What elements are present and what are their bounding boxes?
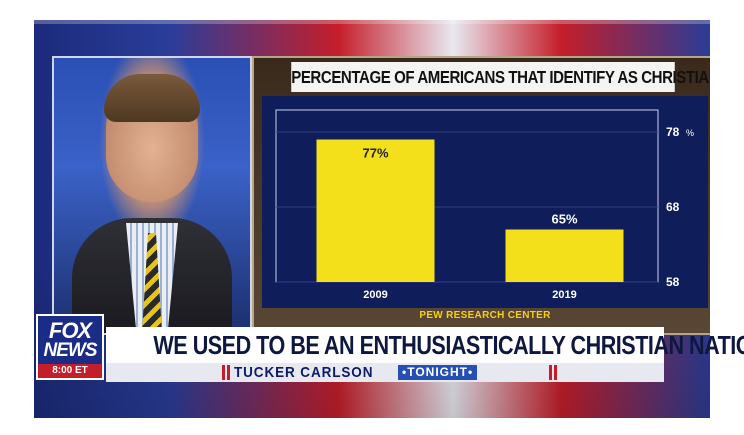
chart-plot-area: 58 68 78% 77% 2009 65% 2019 — [262, 96, 708, 308]
x-tick-label: 2009 — [363, 289, 387, 301]
background-stripe — [34, 20, 710, 24]
chart-source: PEW RESEARCH CENTER — [419, 310, 551, 321]
chart-panel: PERCENTAGE OF AMERICANS THAT IDENTIFY AS… — [252, 56, 710, 335]
show-name: TUCKER CARLSON — [234, 364, 374, 381]
logo-time-slot: 8:00 ET — [38, 364, 102, 378]
bar-chart: 58 68 78 % 77% 2009 65% 2019 — [275, 109, 694, 301]
show-tag: •TONIGHT• — [398, 365, 478, 380]
logo-news-text: NEWS — [43, 340, 98, 361]
show-bar-accent-left — [222, 365, 225, 380]
fox-news-logo: FOX NEWS 8:00 ET — [36, 314, 104, 380]
anchor-hair — [104, 74, 200, 122]
bar — [316, 139, 435, 282]
headline-bar: WE USED TO BE AN ENTHUSIASTICALLY CHRIST… — [106, 327, 744, 363]
headline-text: WE USED TO BE AN ENTHUSIASTICALLY CHRIST… — [153, 330, 744, 360]
chart-title: PERCENTAGE OF AMERICANS THAT IDENTIFY AS… — [291, 62, 710, 92]
bar-data-label: 77% — [362, 146, 388, 161]
show-bar-accent-left — [227, 365, 230, 380]
bar — [505, 229, 624, 282]
broadcast-frame: PERCENTAGE OF AMERICANS THAT IDENTIFY AS… — [34, 20, 710, 418]
y-tick-label: 68 — [666, 200, 680, 214]
bar-data-label: 65% — [551, 212, 577, 227]
y-unit-label: % — [686, 128, 694, 138]
show-bar-accent-right — [554, 365, 557, 380]
show-name-bar: TUCKER CARLSON •TONIGHT• — [106, 363, 664, 382]
y-tick-label: 58 — [666, 275, 680, 289]
logo-fox-text: FOX — [48, 318, 92, 343]
y-tick-label: 78 — [666, 125, 680, 139]
x-tick-label: 2019 — [552, 289, 576, 301]
show-bar-accent-right — [549, 365, 552, 380]
anchor-video-panel — [52, 56, 252, 335]
anchor-tie — [142, 233, 162, 333]
